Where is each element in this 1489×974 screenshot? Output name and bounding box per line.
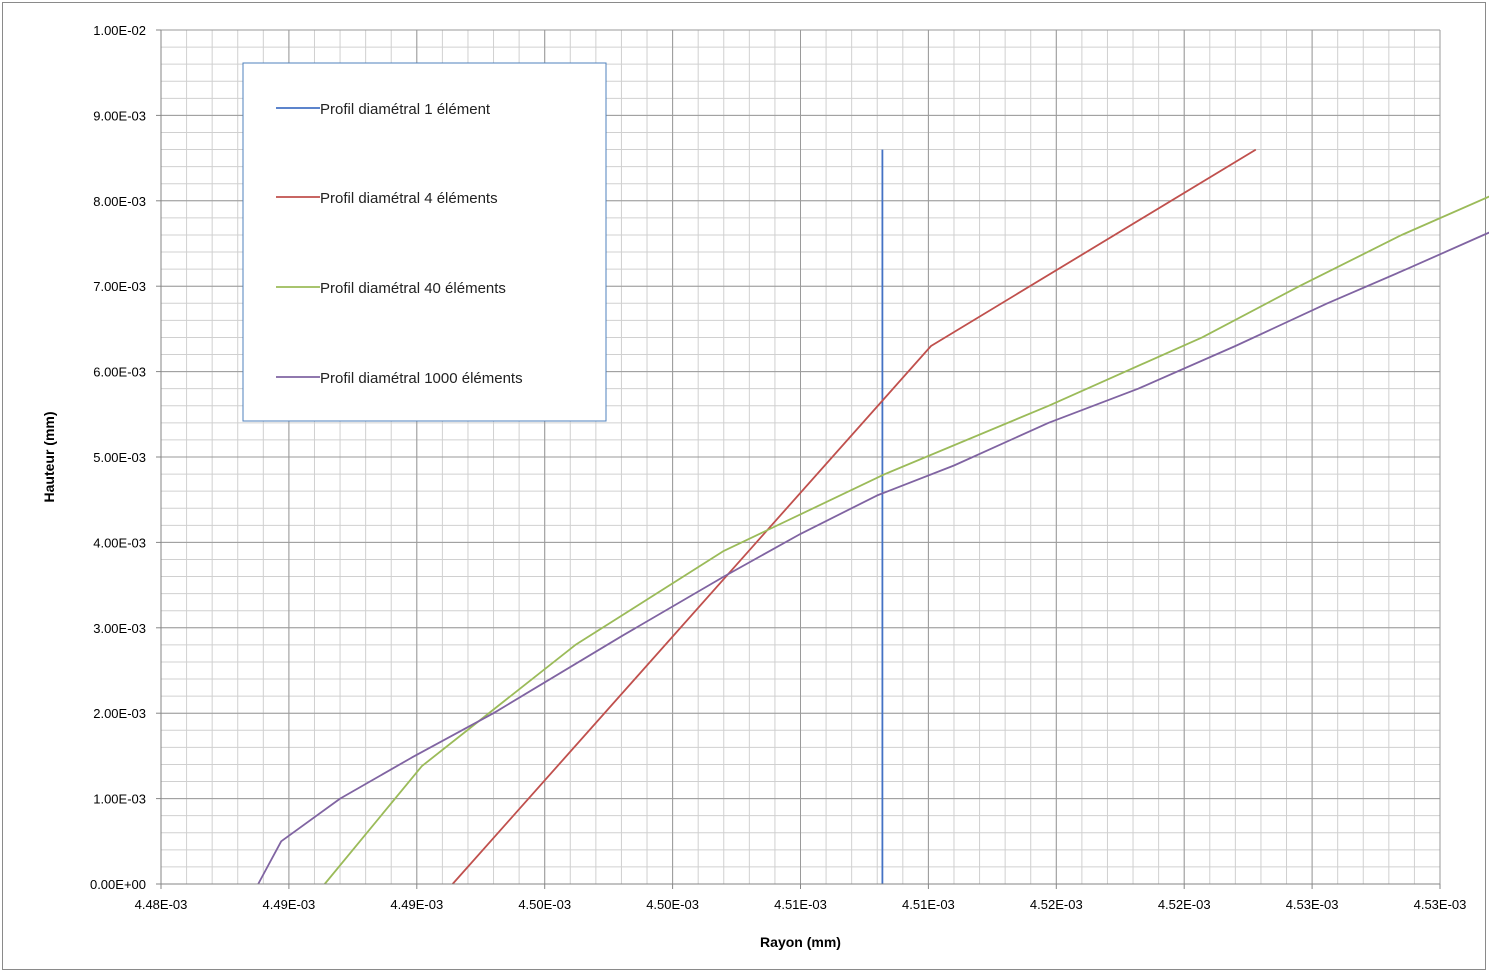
x-tick-label: 4.52E-03 <box>1158 897 1211 912</box>
x-axis-title: Rayon (mm) <box>760 934 841 950</box>
x-tick-label: 4.51E-03 <box>774 897 827 912</box>
x-tick-label: 4.53E-03 <box>1414 897 1467 912</box>
y-tick-label: 4.00E-03 <box>93 535 146 550</box>
x-tick-label: 4.51E-03 <box>902 897 955 912</box>
y-tick-label: 6.00E-03 <box>93 365 146 380</box>
y-tick-label: 7.00E-03 <box>93 279 146 294</box>
y-tick-label: 5.00E-03 <box>93 450 146 465</box>
x-tick-label: 4.48E-03 <box>135 897 188 912</box>
series-line-3 <box>324 195 1489 885</box>
legend-label: Profil diamétral 1 élément <box>320 101 491 118</box>
y-tick-label: 1.00E-03 <box>93 792 146 807</box>
series-line-4 <box>257 231 1489 885</box>
legend-label: Profil diamétral 4 éléments <box>320 190 498 207</box>
y-tick-label: 9.00E-03 <box>93 108 146 123</box>
y-tick-label: 8.00E-03 <box>93 194 146 209</box>
x-tick-label: 4.50E-03 <box>518 897 571 912</box>
legend: Profil diamétral 1 élément Profil diamétr… <box>242 62 607 422</box>
x-tick-label: 4.52E-03 <box>1030 897 1083 912</box>
y-axis-title: Hauteur (mm) <box>41 411 57 502</box>
x-tick-label: 4.49E-03 <box>390 897 443 912</box>
series-line-2 <box>451 148 1257 885</box>
legend-label: Profil diamétral 1000 éléments <box>320 370 523 387</box>
x-tick-label: 4.50E-03 <box>646 897 699 912</box>
axes: 4.48E-03 4.49E-03 4.49E-03 4.50E-03 4.50E-03… <box>90 23 1466 912</box>
x-tick-label: 4.49E-03 <box>263 897 316 912</box>
legend-box <box>242 62 607 422</box>
x-tick-label: 4.53E-03 <box>1286 897 1339 912</box>
y-tick-label: 1.00E-02 <box>93 23 146 38</box>
legend-label: Profil diamétral 40 éléments <box>320 280 506 297</box>
y-tick-label: 3.00E-03 <box>93 621 146 636</box>
y-tick-label: 0.00E+00 <box>90 877 146 892</box>
y-tick-label: 2.00E-03 <box>93 706 146 721</box>
series-layer <box>257 148 1489 885</box>
